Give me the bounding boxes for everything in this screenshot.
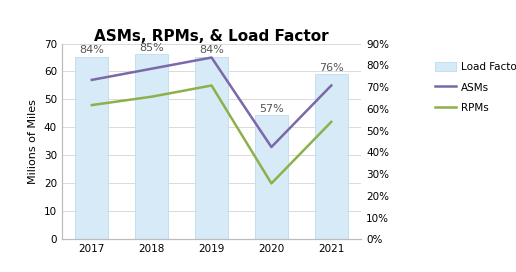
Legend: Load Factor, ASMs, RPMs: Load Factor, ASMs, RPMs bbox=[432, 58, 516, 116]
Y-axis label: Milions of Miles: Milions of Miles bbox=[28, 99, 38, 184]
Title: ASMs, RPMs, & Load Factor: ASMs, RPMs, & Load Factor bbox=[94, 29, 329, 44]
Bar bbox=[255, 115, 288, 239]
Text: 76%: 76% bbox=[319, 63, 344, 73]
Bar bbox=[75, 57, 108, 239]
Text: 84%: 84% bbox=[79, 45, 104, 55]
Bar bbox=[195, 57, 228, 239]
Text: 84%: 84% bbox=[199, 45, 224, 55]
Bar bbox=[135, 54, 168, 239]
Text: 57%: 57% bbox=[259, 104, 284, 114]
Bar bbox=[315, 74, 348, 239]
Text: 85%: 85% bbox=[139, 43, 164, 53]
